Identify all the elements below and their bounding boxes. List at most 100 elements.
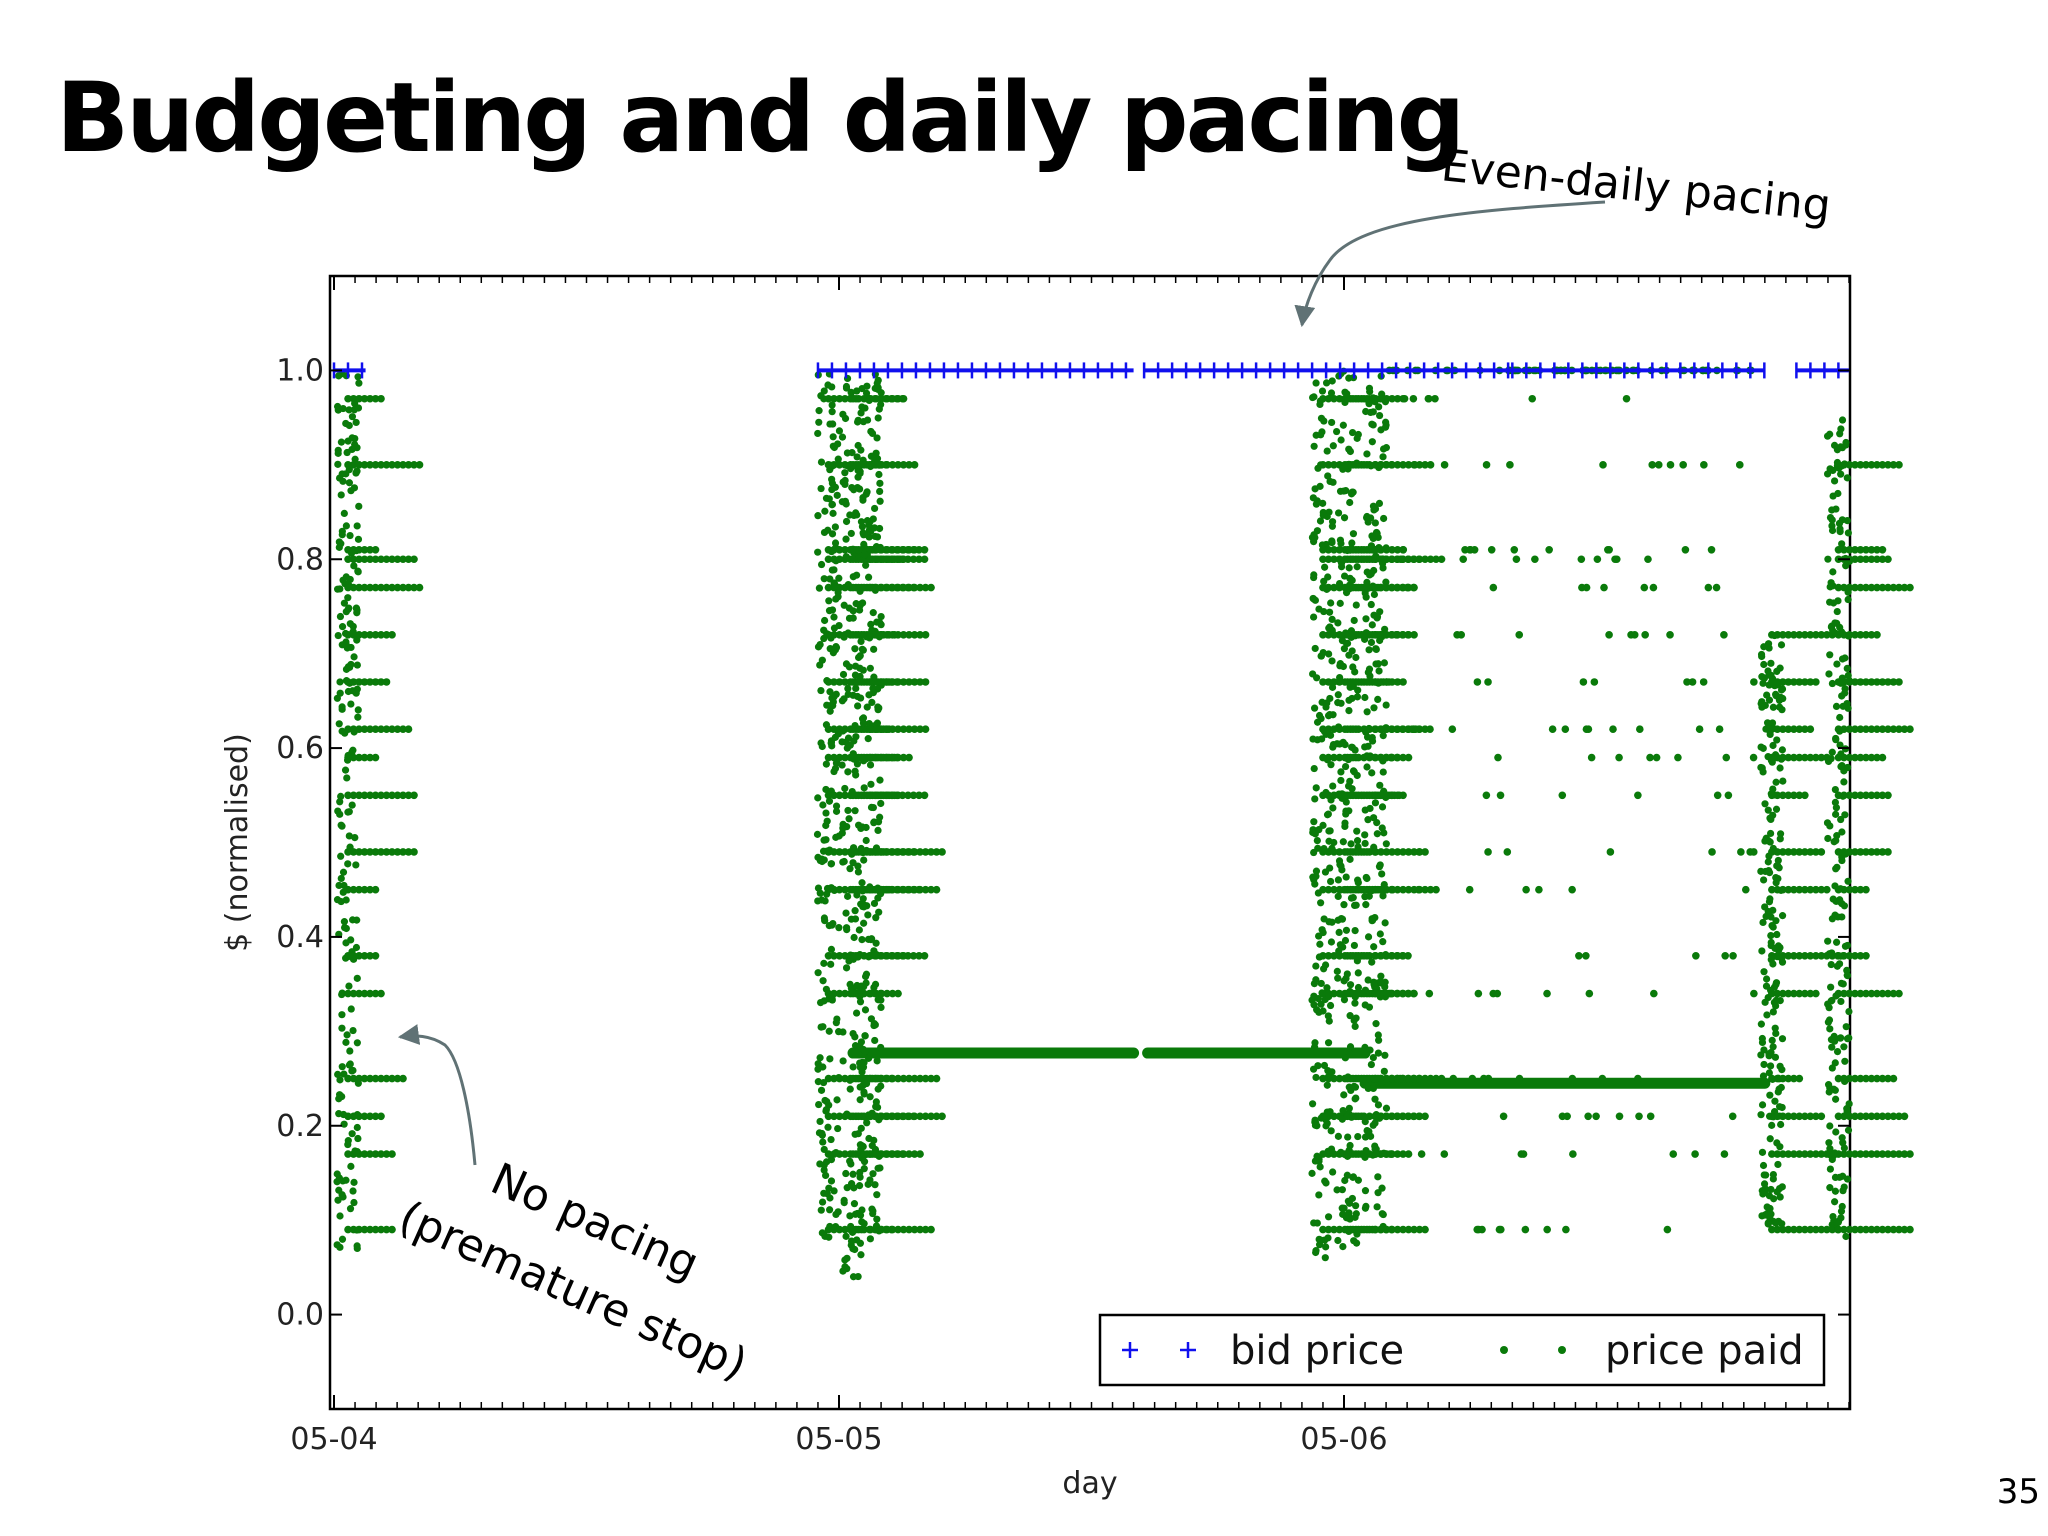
price-paid-point xyxy=(1371,546,1380,554)
price-paid-point xyxy=(1371,678,1380,686)
price-paid-point xyxy=(1761,1188,1769,1196)
price-paid-point xyxy=(1319,555,1327,564)
price-paid-point xyxy=(371,546,380,554)
price-paid-point xyxy=(342,939,350,947)
price-paid-point xyxy=(1362,615,1370,623)
price-paid-point xyxy=(1364,584,1372,593)
price-paid-point xyxy=(1377,885,1385,894)
price-paid-point xyxy=(828,530,837,538)
price-paid-point xyxy=(1674,753,1682,762)
price-paid-point xyxy=(350,1178,358,1186)
price-paid-point xyxy=(1784,952,1793,960)
price-paid-point xyxy=(345,479,354,487)
price-paid-point xyxy=(875,908,883,916)
price-paid-point xyxy=(1346,1043,1355,1051)
price-paid-point xyxy=(1856,791,1865,800)
price-paid-point xyxy=(371,1074,380,1083)
price-paid-point xyxy=(855,926,863,934)
price-paid-point xyxy=(1760,660,1768,669)
price-paid-point xyxy=(861,1006,870,1014)
price-paid-point xyxy=(824,1074,833,1083)
price-paid-point xyxy=(1840,583,1848,592)
price-paid-point xyxy=(1721,952,1729,960)
price-paid-point xyxy=(835,555,844,564)
price-paid-point xyxy=(905,630,913,639)
price-paid-point xyxy=(1360,1225,1368,1234)
price-paid-point xyxy=(874,414,882,422)
price-paid-point xyxy=(1851,555,1859,564)
price-paid-point xyxy=(927,848,935,856)
price-paid-point xyxy=(1604,546,1612,554)
price-paid-point xyxy=(854,1074,863,1083)
price-paid-point xyxy=(846,980,854,988)
price-paid-point xyxy=(355,583,363,592)
price-paid-point xyxy=(1801,952,1809,960)
price-paid-point xyxy=(868,935,876,943)
price-paid-point xyxy=(346,1060,354,1068)
price-paid-point xyxy=(894,725,902,733)
price-paid-point xyxy=(1324,725,1333,733)
price-paid-point xyxy=(1851,1225,1859,1234)
price-paid-point xyxy=(1319,546,1327,554)
price-paid-point xyxy=(1666,461,1675,469)
price-paid-point xyxy=(1487,546,1496,554)
price-paid-point xyxy=(1378,870,1386,878)
price-paid-point xyxy=(371,394,380,403)
price-paid-point xyxy=(1856,630,1865,639)
price-paid-point xyxy=(921,1112,930,1121)
price-paid-point xyxy=(1313,1152,1321,1160)
price-paid-point xyxy=(1757,1111,1765,1119)
price-paid-point xyxy=(1369,421,1377,429)
price-paid-point xyxy=(1873,1074,1881,1083)
price-paid-point xyxy=(1415,1074,1424,1083)
price-paid-point xyxy=(1330,583,1338,592)
price-paid-point xyxy=(852,1009,861,1017)
price-paid-point xyxy=(1324,1150,1333,1158)
price-paid-point xyxy=(857,844,865,853)
price-paid-point xyxy=(1343,989,1352,998)
price-paid-point xyxy=(1339,1210,1347,1218)
price-paid-point xyxy=(1343,583,1352,592)
price-paid-point xyxy=(866,1235,874,1243)
price-paid-point xyxy=(366,394,374,403)
price-paid-point xyxy=(841,848,849,856)
price-paid-point xyxy=(814,548,822,556)
price-paid-point xyxy=(1773,989,1782,998)
price-paid-point xyxy=(877,1003,885,1012)
price-paid-point xyxy=(344,860,352,868)
price-paid-point xyxy=(1341,741,1349,749)
price-paid-point xyxy=(1378,803,1387,811)
price-paid-point xyxy=(849,1112,857,1121)
price-paid-point xyxy=(816,1117,824,1126)
price-paid-point xyxy=(1340,996,1349,1004)
price-paid-point xyxy=(888,791,897,800)
price-paid-point xyxy=(1352,1202,1360,1210)
price-paid-point xyxy=(1459,555,1468,564)
price-paid-point xyxy=(1790,1074,1798,1083)
price-paid-point xyxy=(1844,595,1852,604)
price-paid-point xyxy=(360,1112,369,1121)
price-paid-point xyxy=(1779,848,1787,856)
price-paid-point xyxy=(866,555,875,564)
price-paid-point xyxy=(1845,583,1854,592)
price-paid-point xyxy=(371,753,380,762)
price-paid-point xyxy=(1324,952,1333,960)
price-paid-point xyxy=(872,678,880,686)
price-paid-point xyxy=(1349,885,1357,894)
price-paid-point xyxy=(828,606,837,614)
price-paid-point xyxy=(1824,1000,1832,1008)
price-paid-point xyxy=(1437,555,1446,564)
price-paid-point xyxy=(1715,725,1724,733)
price-paid-point xyxy=(352,469,360,477)
price-paid-point xyxy=(1823,1225,1831,1234)
price-paid-point xyxy=(877,1043,885,1052)
price-paid-point xyxy=(1758,1148,1767,1156)
price-paid-point xyxy=(1324,1074,1333,1083)
price-paid-point xyxy=(348,801,356,809)
price-paid-point xyxy=(845,957,853,965)
price-paid-point xyxy=(835,1225,844,1234)
price-paid-point xyxy=(366,1112,374,1121)
price-paid-point xyxy=(1862,848,1870,856)
price-paid-point xyxy=(354,706,362,714)
price-paid-point xyxy=(1838,540,1846,548)
